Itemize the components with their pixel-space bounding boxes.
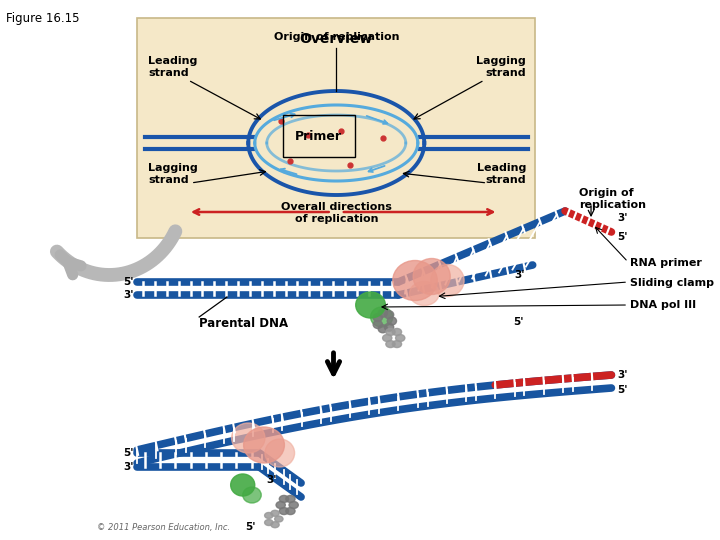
Text: Lagging
strand: Lagging strand: [477, 56, 526, 78]
Text: © 2011 Pearson Education, Inc.: © 2011 Pearson Education, Inc.: [97, 523, 230, 532]
Text: 3': 3': [123, 462, 133, 472]
Ellipse shape: [265, 519, 273, 525]
Ellipse shape: [386, 328, 395, 335]
Text: Parental DNA: Parental DNA: [199, 317, 288, 330]
Ellipse shape: [387, 317, 397, 325]
Ellipse shape: [378, 309, 387, 317]
Ellipse shape: [279, 508, 289, 515]
Text: 5': 5': [617, 385, 627, 395]
Ellipse shape: [393, 260, 437, 300]
Ellipse shape: [289, 502, 298, 509]
Ellipse shape: [378, 325, 387, 333]
Ellipse shape: [384, 323, 394, 331]
Ellipse shape: [243, 487, 261, 503]
Ellipse shape: [395, 334, 405, 341]
Text: 5': 5': [617, 232, 627, 242]
Text: Overall directions
of replication: Overall directions of replication: [281, 202, 392, 224]
Ellipse shape: [265, 439, 294, 467]
Ellipse shape: [413, 259, 450, 294]
Ellipse shape: [276, 502, 285, 509]
Text: RNA primer: RNA primer: [630, 258, 702, 268]
Ellipse shape: [271, 522, 279, 528]
Ellipse shape: [286, 508, 295, 515]
Ellipse shape: [279, 495, 289, 502]
Text: 3': 3': [123, 290, 133, 300]
Ellipse shape: [382, 334, 392, 341]
Ellipse shape: [392, 341, 402, 348]
Text: Origin of
replication: Origin of replication: [579, 188, 646, 210]
Text: Sliding clamp: Sliding clamp: [630, 278, 714, 288]
Ellipse shape: [410, 281, 439, 306]
FancyBboxPatch shape: [137, 18, 536, 238]
Ellipse shape: [371, 307, 393, 327]
Ellipse shape: [286, 495, 295, 502]
Text: Leading
strand: Leading strand: [477, 163, 526, 185]
Text: Overview: Overview: [300, 32, 373, 46]
Text: Leading
strand: Leading strand: [148, 56, 197, 78]
Ellipse shape: [265, 512, 273, 518]
Ellipse shape: [230, 474, 255, 496]
Text: 5': 5': [123, 277, 133, 287]
Text: 3': 3': [617, 370, 627, 380]
Ellipse shape: [373, 320, 382, 328]
Text: 3': 3': [515, 270, 526, 280]
Text: 5': 5': [245, 522, 256, 532]
Text: DNA pol III: DNA pol III: [630, 300, 696, 310]
Text: 5': 5': [123, 448, 133, 458]
Ellipse shape: [392, 328, 402, 335]
Ellipse shape: [356, 292, 385, 318]
Text: Lagging
strand: Lagging strand: [148, 163, 198, 185]
Text: Figure 16.15: Figure 16.15: [6, 12, 80, 25]
Ellipse shape: [373, 314, 382, 321]
Text: Origin of replication: Origin of replication: [274, 32, 399, 42]
Text: 3': 3': [267, 475, 277, 485]
Ellipse shape: [274, 516, 283, 522]
Text: 3': 3': [617, 213, 627, 223]
Ellipse shape: [232, 423, 265, 453]
Text: 5': 5': [513, 317, 524, 327]
Ellipse shape: [386, 341, 395, 348]
Ellipse shape: [271, 510, 279, 516]
Text: Primer: Primer: [295, 130, 342, 143]
Ellipse shape: [384, 310, 394, 319]
Ellipse shape: [431, 265, 464, 296]
Ellipse shape: [243, 427, 284, 463]
